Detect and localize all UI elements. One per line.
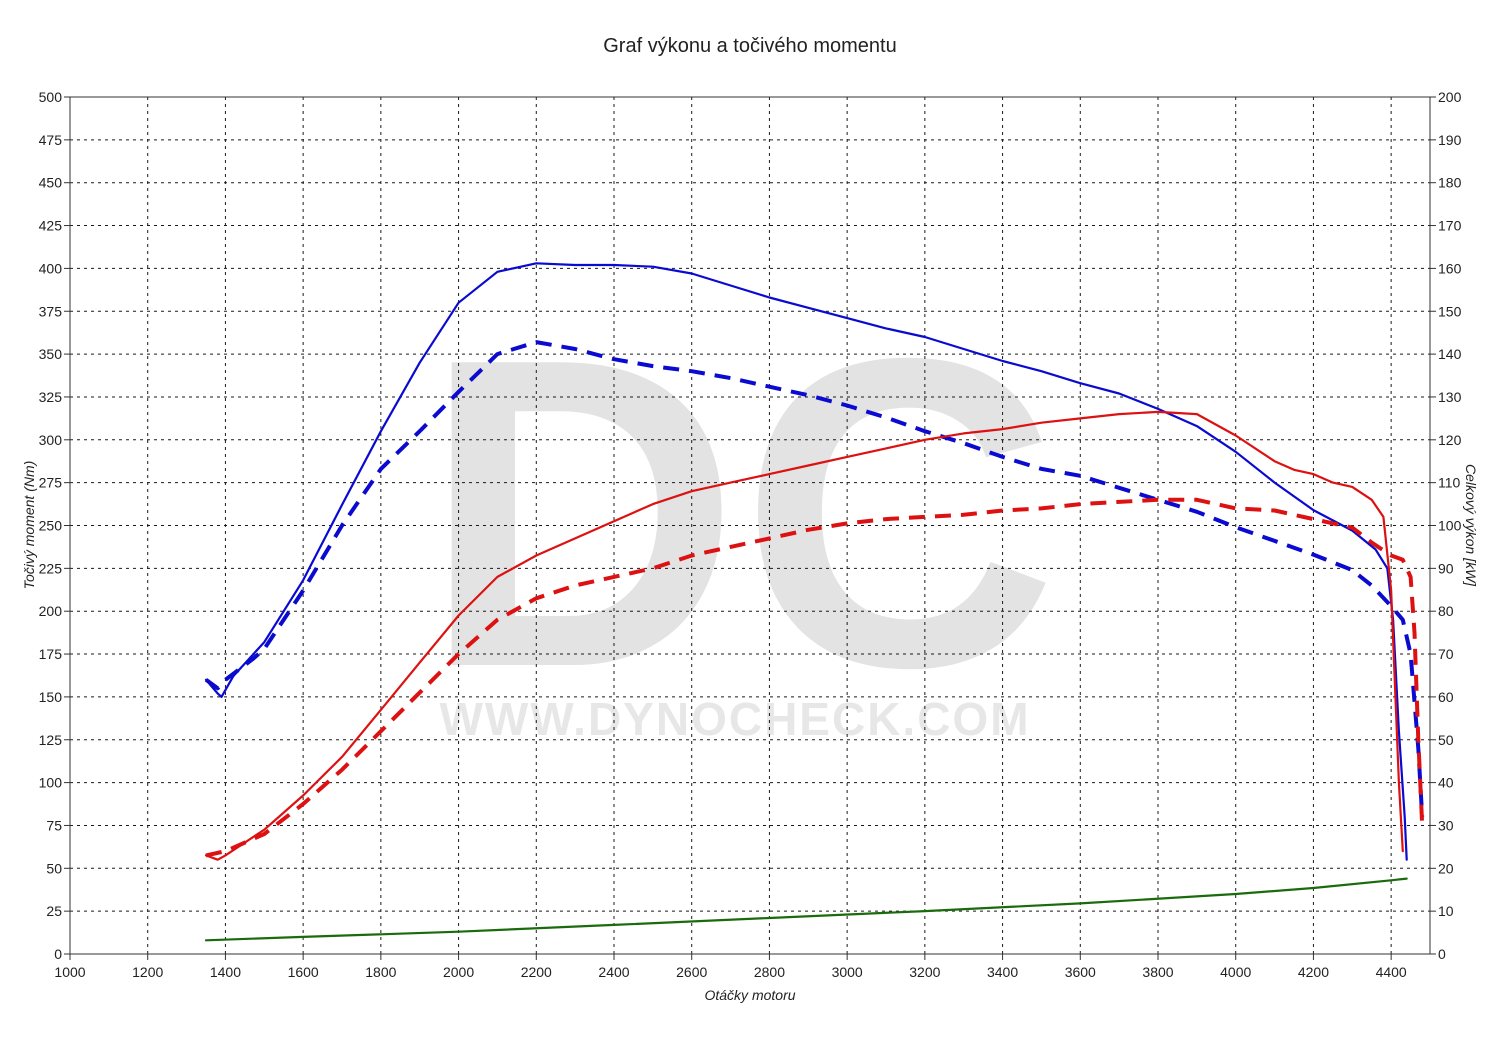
y-left-tick-label: 400 — [39, 260, 63, 276]
y-left-tick-label: 375 — [39, 303, 63, 319]
y-left-tick-label: 450 — [39, 175, 63, 191]
y-axis-left-title: Točivý moment (Nm) — [21, 461, 37, 590]
x-tick-label: 3600 — [1065, 964, 1096, 980]
y-right-tick-label: 120 — [1438, 432, 1462, 448]
series-line-3-solid — [204, 410, 1404, 861]
y-right-tick-label: 140 — [1438, 346, 1462, 362]
y-right-tick-label: 160 — [1438, 260, 1462, 276]
watermark-url: WWW.DYNOCHECK.COM — [439, 693, 1030, 745]
y-left-tick-label: 125 — [39, 732, 63, 748]
y-left-tick-label: 75 — [46, 817, 62, 833]
x-axis-title: Otáčky motoru — [704, 987, 795, 1003]
x-tick-label: 2400 — [598, 964, 629, 980]
y-right-tick-label: 170 — [1438, 218, 1462, 234]
x-tick-label: 3200 — [909, 964, 940, 980]
y-left-tick-label: 225 — [39, 560, 63, 576]
series-group — [204, 262, 1425, 942]
y-right-tick-label: 60 — [1438, 689, 1454, 705]
y-right-tick-label: 80 — [1438, 603, 1454, 619]
series-line-5-solid — [204, 877, 1408, 942]
y-right-tick-label: 150 — [1438, 303, 1462, 319]
y-left-tick-label: 100 — [39, 775, 63, 791]
x-tick-label: 1200 — [132, 964, 163, 980]
y-left-tick-label: 0 — [54, 946, 62, 962]
x-tick-label: 1400 — [210, 964, 241, 980]
y-left-tick-label: 500 — [39, 89, 63, 105]
y-right-tick-label: 130 — [1438, 389, 1462, 405]
y-left-tick-label: 475 — [39, 132, 63, 148]
y-right-tick-label: 200 — [1438, 89, 1462, 105]
x-tick-label: 2200 — [521, 964, 552, 980]
y-left-tick-label: 325 — [39, 389, 63, 405]
y-right-tick-label: 30 — [1438, 817, 1454, 833]
y-right-tick-label: 190 — [1438, 132, 1462, 148]
y-right-tick-label: 110 — [1438, 475, 1461, 491]
y-right-tick-label: 20 — [1438, 860, 1454, 876]
chart-title: Graf výkonu a točivého momentu — [603, 35, 896, 57]
y-right-tick-label: 50 — [1438, 732, 1454, 748]
grid — [70, 97, 1430, 954]
x-tick-label: 3000 — [832, 964, 863, 980]
y-right-tick-label: 10 — [1438, 903, 1454, 919]
y-left-tick-label: 250 — [39, 518, 63, 534]
x-tick-label: 3400 — [987, 964, 1018, 980]
x-tick-label: 2800 — [754, 964, 785, 980]
y-left-tick-label: 50 — [46, 860, 62, 876]
x-tick-label: 1000 — [54, 964, 85, 980]
y-right-tick-label: 180 — [1438, 175, 1462, 191]
y-left-tick-label: 25 — [46, 903, 62, 919]
x-tick-label: 1600 — [288, 964, 319, 980]
y-left-tick-label: 350 — [39, 346, 63, 362]
y-right-tick-label: 0 — [1438, 946, 1446, 962]
y-right-tick-label: 90 — [1438, 560, 1454, 576]
watermark: DC WWW.DYNOCHECK.COM — [422, 268, 1058, 759]
y-left-tick-label: 175 — [39, 646, 63, 662]
x-tick-label: 4000 — [1220, 964, 1251, 980]
x-tick-label: 4200 — [1298, 964, 1329, 980]
series-line-1-solid — [204, 262, 1408, 861]
y-left-tick-label: 150 — [39, 689, 63, 705]
y-right-tick-label: 70 — [1438, 646, 1454, 662]
y-left-tick-label: 425 — [39, 218, 63, 234]
x-tick-label: 2600 — [676, 964, 707, 980]
y-right-tick-label: 40 — [1438, 775, 1454, 791]
x-tick-label: 2000 — [443, 964, 474, 980]
x-tick-label: 1800 — [365, 964, 396, 980]
x-tick-label: 3800 — [1142, 964, 1173, 980]
tick-labels: 1000 1200 1400 1600 1800 2000 2200 2400 2600 2800… — [39, 89, 1462, 980]
y-axis-right-title: Celkový výkon [kW] — [1463, 464, 1479, 587]
y-left-tick-label: 275 — [39, 475, 63, 491]
y-right-tick-label: 100 — [1438, 518, 1462, 534]
series-line-2-dashed — [204, 340, 1425, 818]
y-left-tick-label: 300 — [39, 432, 63, 448]
watermark-logo: DC — [422, 268, 1058, 759]
x-tick-label: 4400 — [1376, 964, 1407, 980]
y-left-tick-label: 200 — [39, 603, 63, 619]
